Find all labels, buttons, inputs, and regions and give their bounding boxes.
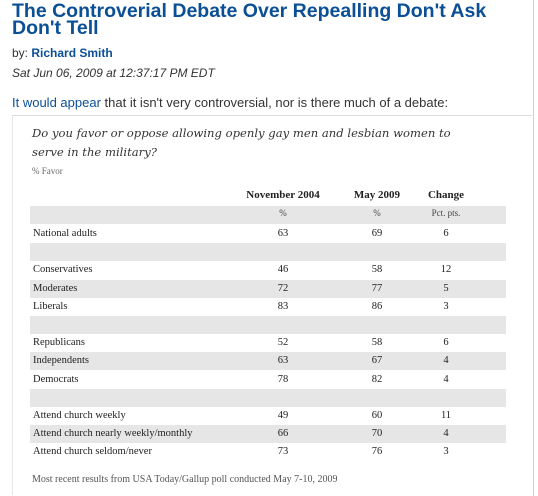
value-may2009: 76	[371, 446, 383, 457]
intro-paragraph: It would appear that it isn't very contr…	[12, 95, 532, 110]
col-header-nov2004: November 2004	[246, 189, 320, 201]
poll-question: Do you favor or oppose allowing openly g…	[32, 126, 451, 159]
value-may2009: 82	[371, 374, 383, 385]
value-nov2004: 46	[277, 264, 289, 275]
post-date: Sat Jun 06, 2009 at 12:37:17 PM EDT	[12, 66, 215, 80]
author-link[interactable]: Richard Smith	[31, 46, 113, 60]
row-label: Moderates	[33, 283, 78, 294]
value-change: 5	[443, 283, 449, 294]
value-nov2004: 83	[277, 301, 289, 312]
poll-source-note: Most recent results from USA Today/Gallu…	[32, 474, 338, 485]
value-nov2004: 72	[277, 283, 289, 294]
value-may2009: 86	[371, 301, 383, 312]
value-may2009: 69	[371, 228, 383, 239]
table-row: Attend church nearly weekly/monthly 66 70 4	[30, 425, 506, 443]
table-row: National adults 63 69 6	[30, 225, 506, 243]
value-change: 4	[443, 428, 449, 439]
table-row: Attend church seldom/never 73 76 3	[30, 443, 506, 461]
row-label: Attend church weekly	[33, 410, 126, 421]
value-nov2004: 78	[277, 374, 289, 385]
table-spacer-row	[30, 389, 506, 407]
row-label: Attend church seldom/never	[33, 446, 152, 457]
value-nov2004: 63	[277, 228, 289, 239]
row-label: Republicans	[33, 337, 85, 348]
row-label: Independents	[33, 355, 89, 366]
value-change: 3	[443, 301, 449, 312]
value-nov2004: 63	[277, 355, 289, 366]
byline-prefix: by:	[12, 46, 29, 60]
table-row: Democrats 78 82 4	[30, 371, 506, 389]
table-header-row: November 2004 May 2009 Change	[30, 189, 506, 207]
content-divider	[533, 0, 534, 496]
subheader-band	[30, 206, 506, 224]
col-header-change: Change	[427, 189, 465, 201]
value-change: 11	[440, 410, 452, 421]
row-label: Attend church nearly weekly/monthly	[33, 428, 193, 439]
value-may2009: 67	[371, 355, 383, 366]
favor-note: % Favor	[32, 166, 63, 176]
value-nov2004: 66	[277, 428, 289, 439]
row-label: Democrats	[33, 374, 79, 385]
table-row: Independents 63 67 4	[30, 352, 506, 370]
intro-link[interactable]: It would appear	[12, 95, 101, 110]
col-unit-may2009: %	[373, 208, 381, 218]
row-label: National adults	[33, 228, 97, 239]
article-title[interactable]: The Controverial Debate Over Repealling …	[12, 0, 487, 39]
poll-image-frame	[12, 115, 532, 495]
table-row: Attend church weekly 49 60 11	[30, 407, 506, 425]
value-may2009: 77	[371, 283, 383, 294]
value-change: 6	[443, 228, 449, 239]
table-row: Liberals 83 86 3	[30, 298, 506, 316]
col-header-may2009: May 2009	[353, 189, 401, 201]
value-nov2004: 52	[277, 337, 289, 348]
value-change: 12	[440, 264, 452, 275]
value-change: 4	[443, 355, 449, 366]
table-subheader-row: % % Pct. pts.	[30, 208, 506, 226]
value-may2009: 60	[371, 410, 383, 421]
value-change: 4	[443, 374, 449, 385]
value-change: 3	[443, 446, 449, 457]
byline: by: Richard Smith	[12, 46, 113, 60]
row-label: Conservatives	[33, 264, 93, 275]
value-may2009: 58	[371, 337, 383, 348]
row-label: Liberals	[33, 301, 68, 312]
table-row: Moderates 72 77 5	[30, 280, 506, 298]
table-row: Conservatives 46 58 12	[30, 261, 506, 279]
value-nov2004: 73	[277, 446, 289, 457]
value-may2009: 58	[371, 264, 383, 275]
value-may2009: 70	[371, 428, 383, 439]
intro-text: that it isn't very controversial, nor is…	[100, 95, 449, 110]
table-row: Republicans 52 58 6	[30, 334, 506, 352]
table-spacer-row	[30, 316, 506, 334]
col-unit-nov2004: %	[279, 208, 287, 218]
table-spacer-row	[30, 243, 506, 261]
value-change: 6	[443, 337, 449, 348]
col-unit-change: Pct. pts.	[431, 208, 461, 218]
value-nov2004: 49	[277, 410, 289, 421]
